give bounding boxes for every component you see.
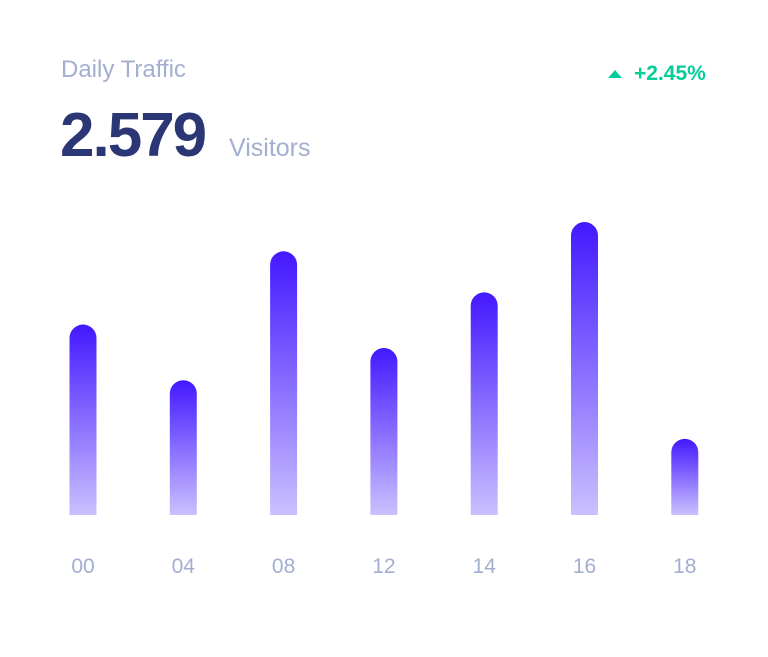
visitor-unit: Visitors (229, 134, 311, 162)
bar-12 (370, 347, 398, 515)
x-tick-label: 00 (71, 555, 94, 578)
trend-value: +2.45% (634, 62, 706, 85)
x-tick-label: 08 (272, 555, 295, 578)
bar-16 (571, 222, 598, 515)
x-tick-label: 12 (372, 555, 395, 578)
trend-badge: +2.45% (608, 62, 706, 86)
visitor-count: 2.579 (60, 101, 207, 170)
x-tick-label: 16 (573, 555, 596, 578)
bar-04 (169, 380, 197, 515)
bar-08 (270, 251, 298, 516)
bar-00 (69, 324, 97, 515)
x-tick-label: 18 (673, 555, 696, 578)
x-tick-label: 04 (172, 555, 196, 578)
card-title: Daily Traffic (61, 56, 186, 83)
x-tick-label: 14 (473, 555, 497, 578)
triangle-up-icon (608, 70, 622, 78)
bar-18 (671, 438, 699, 515)
bar-14 (470, 292, 498, 515)
